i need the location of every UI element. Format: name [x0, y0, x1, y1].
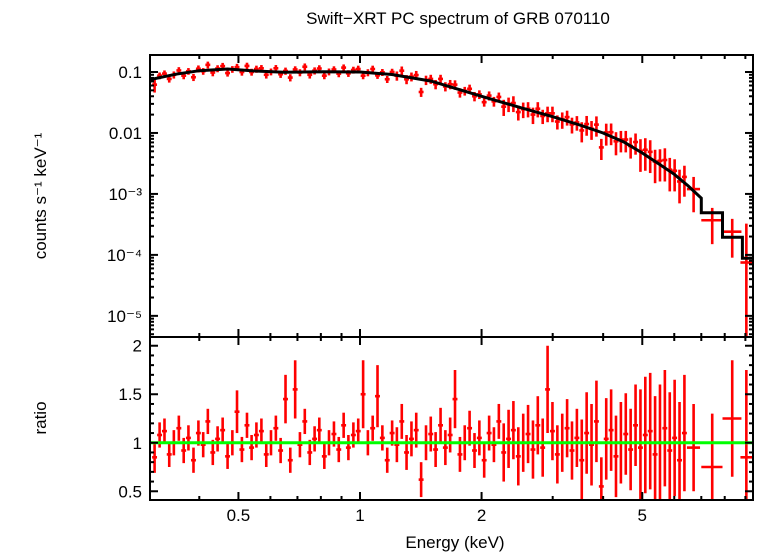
tick-label: 1: [355, 506, 364, 525]
spectrum-data-series: [152, 61, 753, 337]
tick-label: 10⁻³: [108, 185, 142, 204]
tick-label: 10⁻⁴: [107, 246, 142, 265]
tick-label: 0.1: [118, 63, 142, 82]
tick-label: 0.5: [118, 482, 142, 501]
tick-label: 1: [133, 434, 142, 453]
tick-labels: 0.5 1 2 5 0.1 0.01 10⁻³ 10⁻⁴ 10⁻⁵ 0.5 1 1.5 2: [107, 63, 647, 525]
tick-label: 10⁻⁵: [107, 307, 142, 326]
spectrum-y-axis-label: counts s⁻¹ keV⁻¹: [31, 132, 50, 259]
tick-label: 2: [133, 337, 142, 356]
tick-label: 1.5: [118, 385, 142, 404]
x-axis-label: Energy (keV): [405, 533, 504, 552]
spectrum-panel-frame: [149, 54, 754, 338]
tick-label: 5: [638, 506, 647, 525]
model-line: [150, 67, 753, 260]
tick-label: 0.01: [109, 124, 142, 143]
plot-area: 0.5 1 2 5 0.1 0.01 10⁻³ 10⁻⁴ 10⁻⁵ 0.5 1 1.5 2: [107, 54, 754, 525]
axis-ticks: [150, 55, 753, 500]
ratio-y-axis-label: ratio: [31, 401, 50, 434]
tick-label: 2: [477, 506, 486, 525]
plot-title: Swift−XRT PC spectrum of GRB 070110: [306, 9, 610, 28]
ratio-panel-frame: [149, 336, 754, 501]
tick-label: 0.5: [227, 506, 251, 525]
ratio-data-series: [152, 345, 753, 500]
